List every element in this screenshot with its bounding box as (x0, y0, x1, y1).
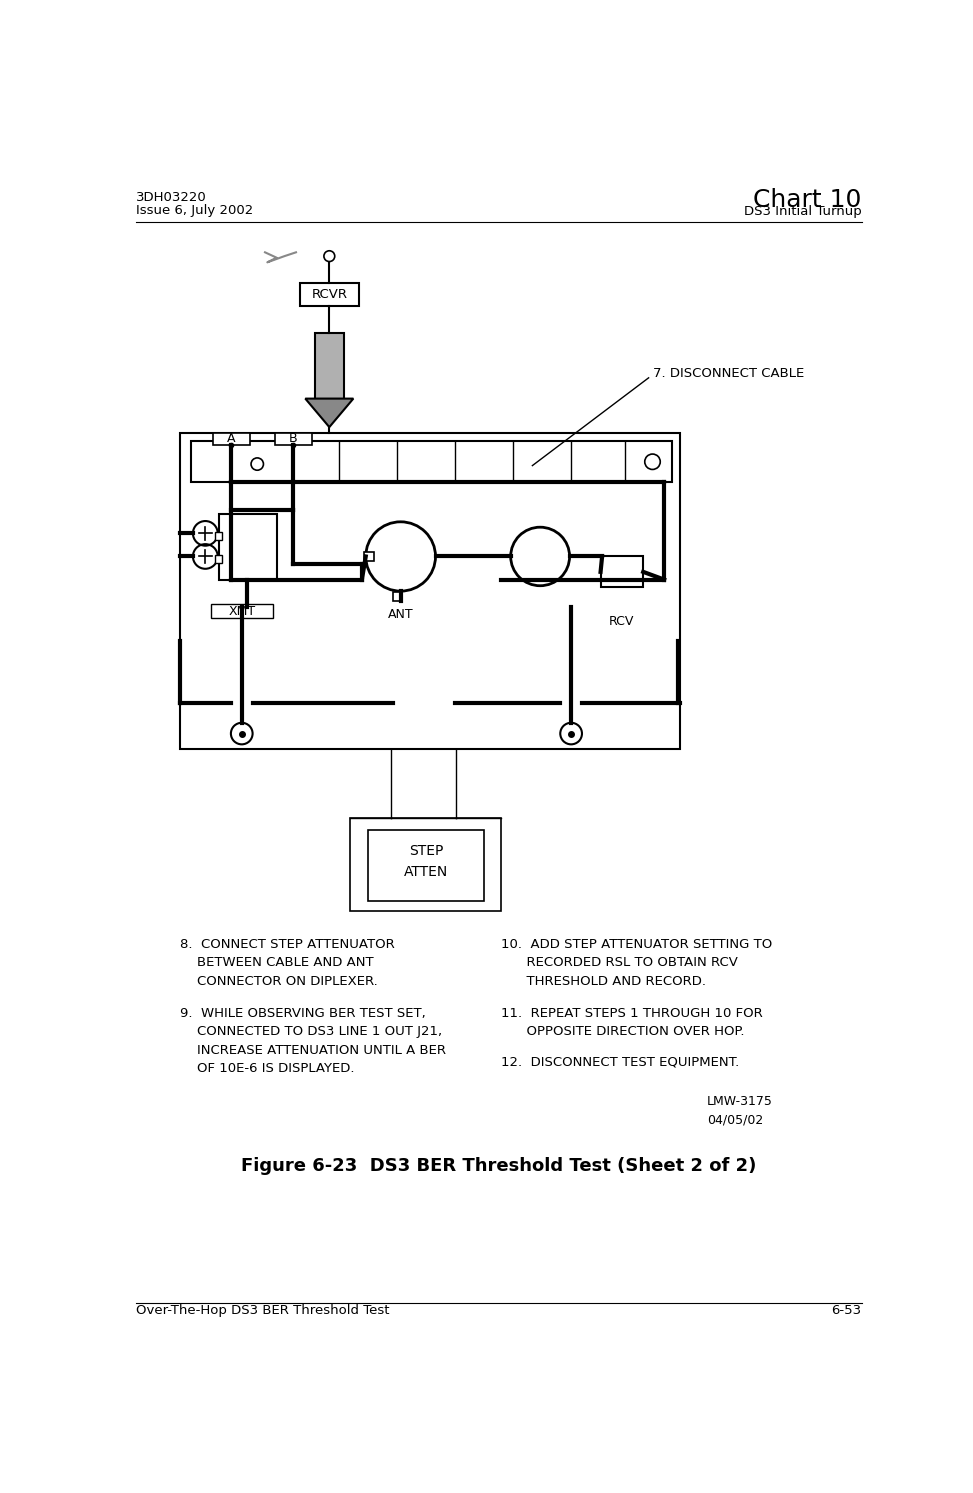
Text: Over-The-Hop DS3 BER Threshold Test: Over-The-Hop DS3 BER Threshold Test (135, 1305, 389, 1317)
Text: DS3 Initial Turnup: DS3 Initial Turnup (744, 206, 862, 218)
Text: LMW-3175
04/05/02: LMW-3175 04/05/02 (706, 1096, 773, 1126)
Bar (215, 555, 223, 563)
Text: ANT: ANT (388, 608, 414, 621)
Text: RCV: RCV (609, 615, 634, 629)
Text: XMT: XMT (229, 605, 255, 618)
Text: Issue 6, July 2002: Issue 6, July 2002 (135, 205, 253, 216)
Bar (215, 532, 223, 539)
Text: 12.  DISCONNECT TEST EQUIPMENT.: 12. DISCONNECT TEST EQUIPMENT. (501, 1056, 739, 1069)
Bar (368, 830, 484, 902)
Text: Chart 10: Chart 10 (753, 188, 862, 212)
Text: 3DH03220: 3DH03220 (135, 191, 206, 203)
Bar (192, 440, 672, 482)
Bar (314, 333, 344, 399)
Polygon shape (306, 399, 353, 427)
Bar (350, 818, 501, 911)
Text: 7. DISCONNECT CABLE: 7. DISCONNECT CABLE (653, 367, 805, 379)
Text: B: B (289, 431, 297, 445)
Text: 10.  ADD STEP ATTENUATOR SETTING TO
      RECORDED RSL TO OBTAIN RCV
      THRES: 10. ADD STEP ATTENUATOR SETTING TO RECOR… (501, 938, 773, 987)
Bar (364, 552, 374, 561)
Bar (180, 433, 679, 749)
Text: Figure 6-23  DS3 BER Threshold Test (Sheet 2 of 2): Figure 6-23 DS3 BER Threshold Test (Shee… (240, 1157, 756, 1175)
Bar (219, 514, 276, 579)
Bar (600, 557, 643, 587)
Text: 9.  WHILE OBSERVING BER TEST SET,
    CONNECTED TO DS3 LINE 1 OUT J21,
    INCRE: 9. WHILE OBSERVING BER TEST SET, CONNECT… (180, 1006, 446, 1075)
Text: 6-53: 6-53 (832, 1305, 862, 1317)
Text: 11.  REPEAT STEPS 1 THROUGH 10 FOR
      OPPOSITE DIRECTION OVER HOP.: 11. REPEAT STEPS 1 THROUGH 10 FOR OPPOSI… (501, 1006, 763, 1039)
Text: A: A (227, 431, 235, 445)
Bar (211, 605, 272, 618)
Text: STEP
ATTEN: STEP ATTEN (404, 845, 448, 879)
Text: 8.  CONNECT STEP ATTENUATOR
    BETWEEN CABLE AND ANT
    CONNECTOR ON DIPLEXER.: 8. CONNECT STEP ATTENUATOR BETWEEN CABLE… (180, 938, 394, 987)
Text: RCVR: RCVR (311, 288, 347, 302)
Bar (213, 433, 249, 445)
Bar (275, 433, 311, 445)
Bar (393, 591, 402, 602)
Bar (300, 284, 359, 306)
